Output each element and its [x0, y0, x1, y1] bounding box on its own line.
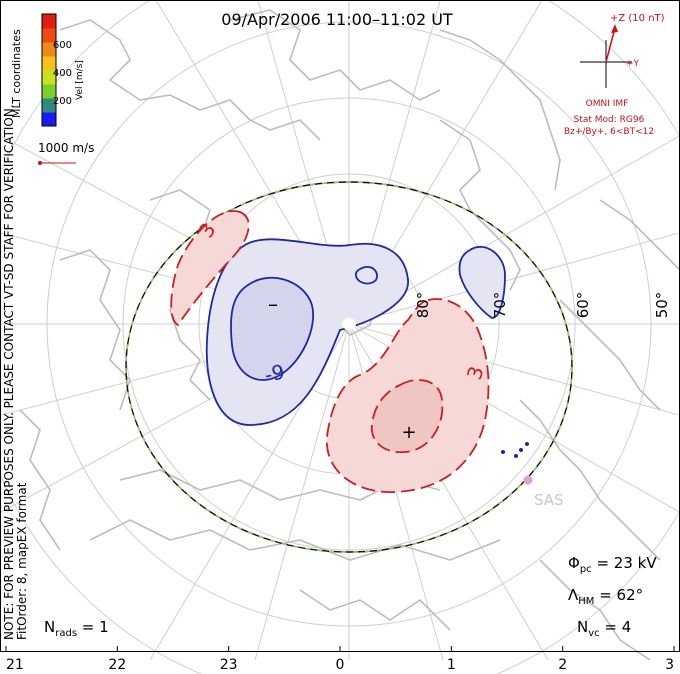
mlt-label: 23 — [220, 657, 238, 673]
map-title: 09/Apr/2006 11:00–11:02 UT — [221, 10, 453, 29]
preview-note: NOTE: FOR PREVIEW PURPOSES ONLY. PLEASE … — [2, 104, 16, 640]
stat-model-bins: Bz+/By+, 6<BT<12 — [564, 127, 654, 137]
colorbar-label: Vel [m/s] — [75, 60, 85, 100]
contour-label-neg: -9 — [262, 359, 287, 387]
imf-clock: +Z (10 nT) +Y OMNI IMF Stat Mod: RG96 Bz… — [564, 13, 665, 137]
mlt-label: 0 — [336, 657, 345, 673]
colorbar — [42, 14, 56, 127]
latitude-label-70: 70° — [491, 292, 509, 319]
negative-potential-cell — [205, 238, 506, 426]
lambda-hm: ΛHM = 62° — [568, 586, 643, 607]
colorbar-segment — [42, 84, 56, 99]
imf-source: OMNI IMF — [586, 99, 629, 109]
colorbar-tick-200: 200 — [53, 96, 72, 107]
mlt-axis: 21 22 23 0 1 2 3 — [5, 646, 675, 673]
mlt-label: 1 — [447, 657, 456, 673]
reference-vector — [38, 161, 76, 165]
pole-marker — [342, 318, 356, 330]
coordinate-label: MLT coordinates — [10, 29, 23, 118]
colorbar-segment — [42, 112, 56, 127]
radar-label: SAS — [534, 491, 564, 509]
positive-potential-cell — [170, 210, 490, 493]
hm-boundary — [125, 181, 573, 553]
potential-min-marker: – — [268, 292, 278, 316]
colorbar-segment — [42, 28, 56, 43]
colorbar-frame — [41, 13, 57, 127]
latitude-label-60: 60° — [574, 292, 592, 319]
latitude-label-50: 50° — [653, 292, 671, 319]
mlt-label: 2 — [558, 657, 567, 673]
colorbar-segment — [42, 56, 56, 71]
mlt-label: 22 — [108, 657, 126, 673]
n-rads: Nrads = 1 — [44, 618, 109, 639]
reference-vector-label: 1000 m/s — [38, 141, 94, 155]
latitude-label-80: 80° — [414, 292, 432, 319]
colorbar-tick-600: 600 — [53, 40, 72, 51]
colorbar-tick-400: 400 — [53, 68, 72, 79]
stat-model: Stat Mod: RG96 — [574, 115, 645, 125]
mlt-label: 3 — [665, 657, 674, 673]
imf-y-label: +Y — [626, 59, 640, 69]
fit-order-note: FitOrder: 8, mapEX format — [15, 482, 29, 640]
n-vc: Nvc = 4 — [577, 618, 631, 639]
colorbar-segment — [42, 98, 56, 113]
phi-pc: Φpc = 23 kV — [568, 554, 657, 575]
radar-site: SAS — [523, 475, 564, 509]
potential-max-marker: + — [401, 422, 416, 443]
velocity-vectors — [501, 442, 529, 458]
colorbar-segment — [42, 70, 56, 85]
mlt-label: 21 — [6, 657, 24, 673]
coastlines — [19, 9, 680, 661]
colorbar-segment — [42, 14, 56, 29]
colorbar-segment — [42, 42, 56, 57]
imf-z-label: +Z (10 nT) — [610, 13, 665, 24]
